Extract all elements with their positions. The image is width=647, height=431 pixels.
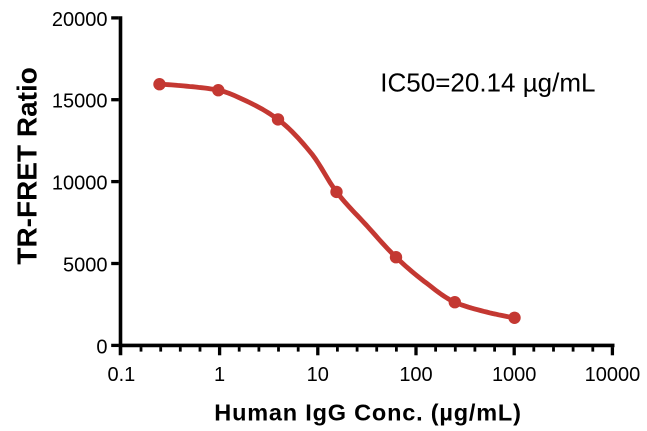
svg-text:15000: 15000: [52, 91, 108, 113]
svg-text:20000: 20000: [52, 9, 108, 31]
svg-text:10: 10: [307, 364, 329, 386]
svg-text:IC50=20.14 µg/mL: IC50=20.14 µg/mL: [380, 67, 595, 97]
svg-text:5000: 5000: [63, 255, 108, 277]
svg-text:Human IgG Conc. (µg/mL): Human IgG Conc. (µg/mL): [214, 400, 521, 426]
svg-text:1000: 1000: [492, 364, 537, 386]
svg-text:10000: 10000: [52, 173, 108, 195]
svg-text:100: 100: [399, 364, 432, 386]
svg-text:0: 0: [96, 336, 107, 358]
svg-text:TR-FRET Ratio: TR-FRET Ratio: [11, 67, 42, 265]
svg-text:10000: 10000: [585, 364, 641, 386]
svg-text:1: 1: [214, 364, 225, 386]
svg-text:0.1: 0.1: [107, 364, 135, 386]
